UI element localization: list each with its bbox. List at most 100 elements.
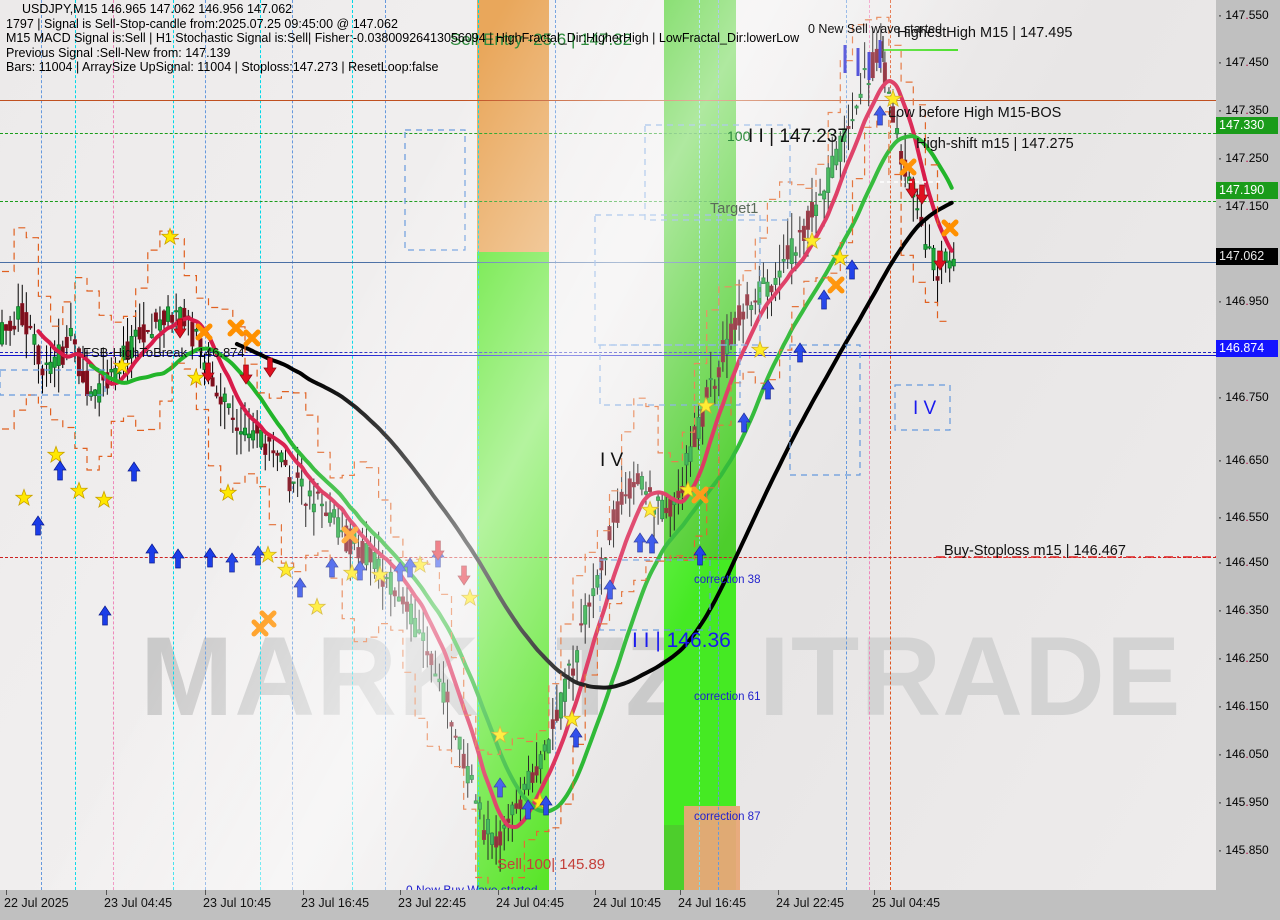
- signal-star-marker: [218, 483, 238, 501]
- level-highlight-147330: 147.330: [1216, 117, 1278, 134]
- price-tick: · 146.250: [1218, 651, 1269, 665]
- signal-star-marker: [750, 340, 770, 358]
- vline-cyan-5: [478, 0, 479, 890]
- buy-arrow-marker: [293, 577, 307, 598]
- price-tick: · 146.050: [1218, 747, 1269, 761]
- highest-high-label: HighestHigh M15 | 147.495: [897, 25, 1073, 41]
- price-tick: · 147.350: [1218, 103, 1269, 117]
- trend-ma-black: [234, 200, 954, 690]
- sell-arrow-marker: [457, 565, 471, 586]
- vline-blue-1: [41, 0, 42, 890]
- fsb-high-tobreak-label: FSB-HighToBreak | 146.874: [83, 345, 245, 360]
- channel-box-1: [644, 124, 791, 221]
- channel-box-8: [404, 129, 466, 251]
- buy-arrow-marker: [873, 105, 887, 126]
- signal-star-marker: [94, 490, 114, 508]
- buy-arrow-marker: [737, 412, 751, 433]
- buy-arrow-marker: [761, 379, 775, 400]
- level-line-147275: [0, 100, 1216, 101]
- level-line-fsb: [0, 352, 1216, 353]
- vline-blue-2: [205, 0, 206, 890]
- buy-arrow-marker: [53, 460, 67, 481]
- vline-cyan-2: [173, 0, 174, 890]
- correction-61-label: correction 61: [694, 691, 761, 703]
- time-tick-label: 24 Jul 16:45: [678, 896, 747, 910]
- vline-pink-2: [869, 0, 870, 890]
- slow-ma-green: [89, 134, 954, 814]
- price-tick: · 146.150: [1218, 699, 1269, 713]
- session-band-orange-2: [684, 806, 740, 890]
- time-tick-mark: [778, 890, 779, 895]
- vline-blue-4: [385, 0, 386, 890]
- time-tick-mark: [498, 890, 499, 895]
- new-buy-wave-label: 0 New Buy Wave started: [406, 883, 538, 892]
- channel-box-6: [894, 384, 951, 431]
- signal-star-marker: [490, 725, 510, 743]
- time-tick-label: 22 Jul 2025: [4, 896, 69, 910]
- wave-marker-iv-right: I V: [913, 398, 937, 419]
- level-line-147062: [0, 262, 1216, 263]
- level-line-147330: [0, 133, 1216, 134]
- price-tick: · 147.250: [1218, 151, 1269, 165]
- price-tick: · 147.150: [1218, 199, 1269, 213]
- vline-pink-1: [113, 0, 114, 890]
- buy-arrow-marker: [633, 532, 647, 553]
- watermark-part2: ITRADE: [726, 614, 1182, 739]
- time-tick-label: 24 Jul 10:45: [593, 896, 662, 910]
- signal-star-marker: [370, 565, 390, 583]
- wave-label-147237: I I | 147.237: [748, 126, 849, 147]
- signal-star-marker: [276, 560, 296, 578]
- buy-arrow-marker: [353, 560, 367, 581]
- time-scale[interactable]: 22 Jul 2025 23 Jul 04:45 23 Jul 10:45 23 Ju…: [0, 890, 1280, 920]
- level-highlight-147190: 147.190: [1216, 182, 1278, 199]
- buy-arrow-marker: [817, 289, 831, 310]
- cross-marker: [827, 276, 845, 294]
- time-tick-mark: [106, 890, 107, 895]
- new-sell-wave-label: 0 New Sell wave started: [808, 22, 943, 36]
- fib-100-label: 100: [727, 128, 751, 144]
- bid-highlight-146874: 146.874: [1216, 340, 1278, 357]
- signal-star-marker: [14, 488, 34, 506]
- time-tick-label: 23 Jul 16:45: [301, 896, 370, 910]
- buy-arrow-marker: [493, 777, 507, 798]
- buy-arrow-marker: [393, 561, 407, 582]
- chart-plot-area[interactable]: MARKETZI ITRADE Sell Entry -25.6 | 147.3…: [0, 0, 1218, 892]
- wave-marker-iv-mid: I V: [600, 450, 624, 471]
- target1-label: Target1: [710, 201, 759, 217]
- sell-arrow-marker: [239, 364, 253, 385]
- price-tick: · 146.750: [1218, 390, 1269, 404]
- buy-arrow-marker: [325, 557, 339, 578]
- cross-marker: [691, 486, 709, 504]
- sell-arrow-marker: [201, 362, 215, 383]
- envelope-upper-orange: [2, 16, 951, 755]
- sell-100-label: Sell 100| 145.89: [497, 856, 606, 873]
- channel-box-5: [789, 344, 861, 476]
- price-tick: · 146.650: [1218, 453, 1269, 467]
- correction-38-label: correction 38: [694, 574, 761, 586]
- price-scale[interactable]: · 147.550 · 147.450 · 147.350 · 147.250 · 14…: [1216, 0, 1280, 890]
- channel-box-4: [599, 559, 711, 631]
- sell-arrow-marker: [933, 250, 947, 271]
- sell-arrow-marker: [915, 184, 929, 205]
- time-tick-label: 25 Jul 04:45: [872, 896, 941, 910]
- buy-arrow-marker: [203, 547, 217, 568]
- cross-marker: [243, 329, 261, 347]
- time-tick-label: 24 Jul 04:45: [496, 896, 565, 910]
- signal-star-marker: [69, 481, 89, 499]
- price-highlight-147062: 147.062: [1216, 248, 1278, 265]
- buy-arrow-marker: [603, 579, 617, 600]
- price-tick: · 146.950: [1218, 294, 1269, 308]
- price-tick: · 146.350: [1218, 603, 1269, 617]
- vline-blue-5: [555, 0, 556, 890]
- price-tick: · 145.950: [1218, 795, 1269, 809]
- buy-arrow-marker: [31, 515, 45, 536]
- signal-star-marker: [696, 396, 716, 414]
- time-tick-label: 23 Jul 22:45: [398, 896, 467, 910]
- time-tick-label: 24 Jul 22:45: [776, 896, 845, 910]
- time-tick-mark: [400, 890, 401, 895]
- sell-entry-label: Sell Entry -25.6 | 147.32: [450, 30, 633, 49]
- time-tick-mark: [205, 890, 206, 895]
- buy-arrow-marker: [145, 543, 159, 564]
- correction-87-label: correction 87: [694, 811, 761, 823]
